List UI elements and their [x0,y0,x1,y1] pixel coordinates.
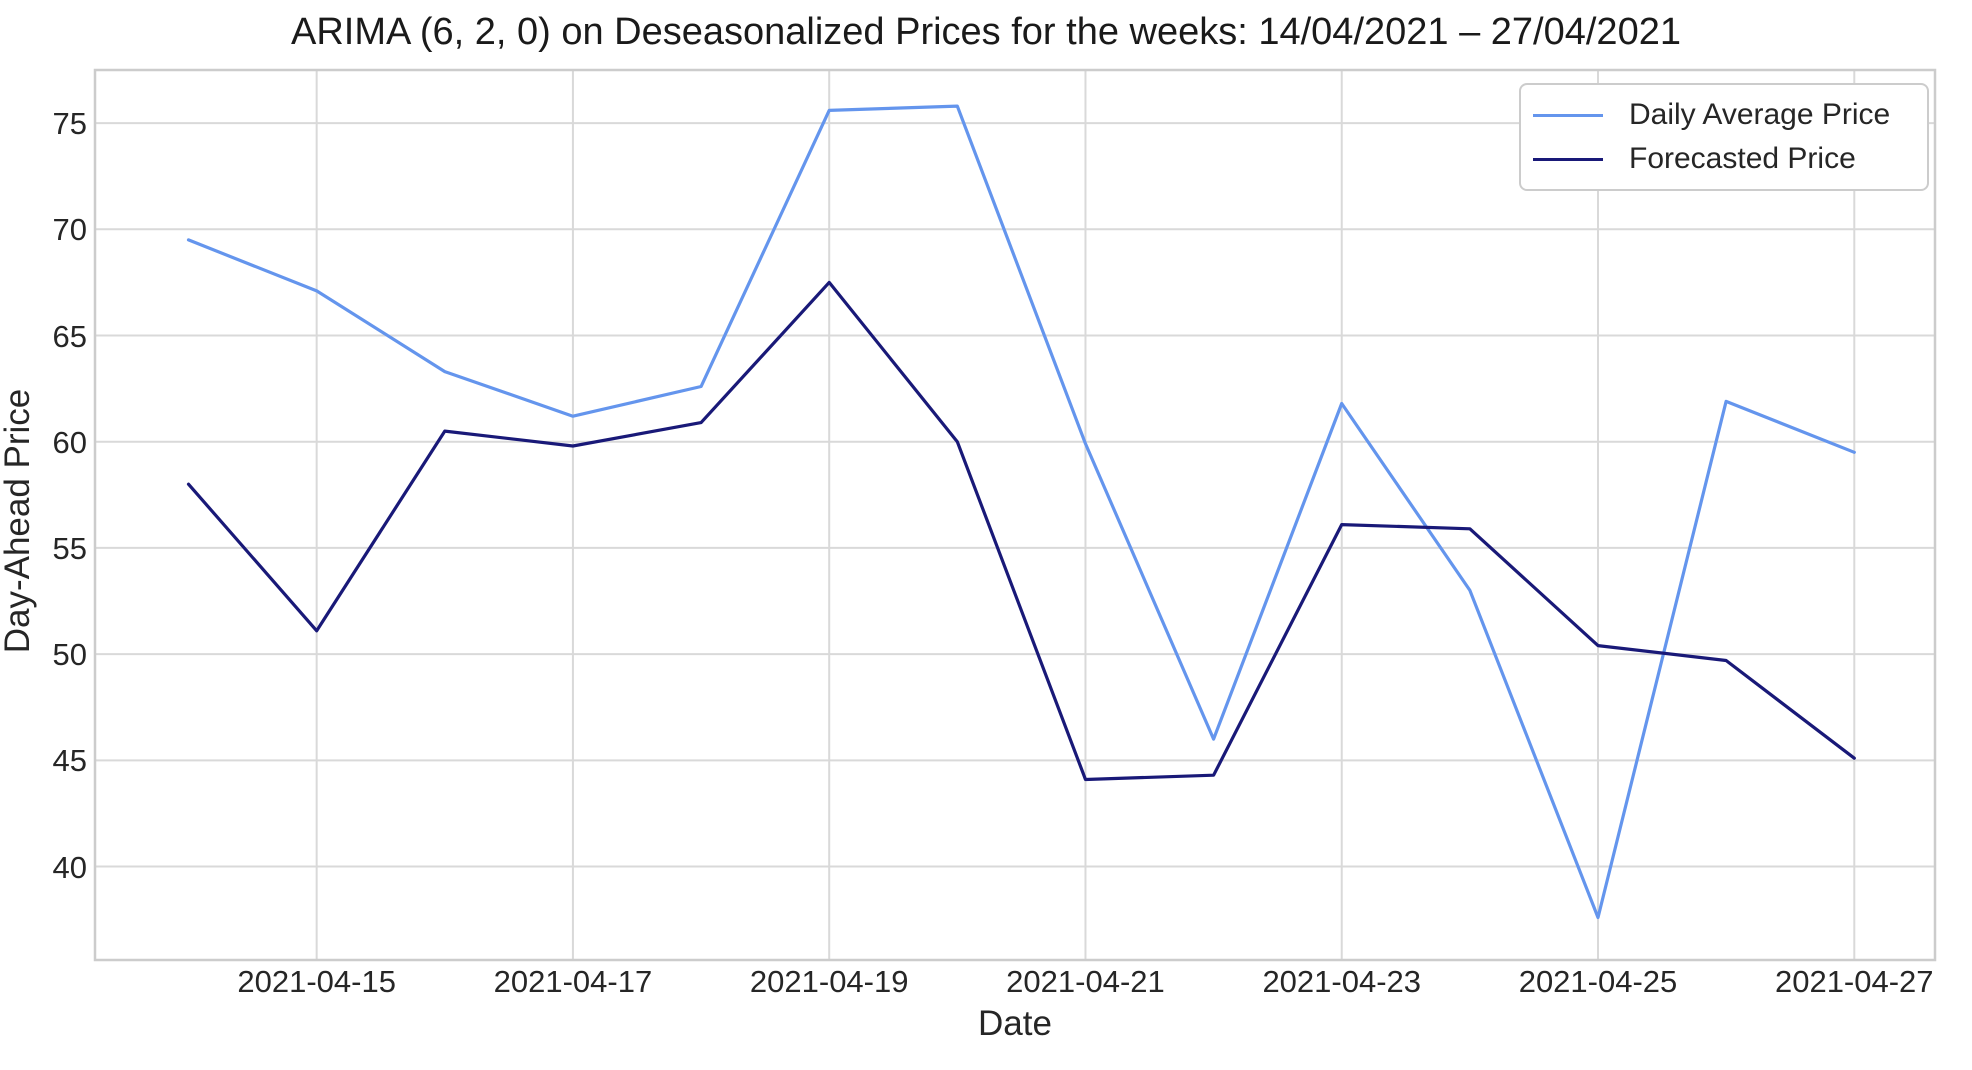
y-tick-label: 65 [52,318,87,354]
x-tick-label: 2021-04-15 [237,964,396,999]
plot-border [93,68,1937,962]
y-tick-label: 50 [52,637,87,673]
daily-average-line [186,104,1856,920]
x-tick-label: 2021-04-21 [1006,964,1165,999]
x-tick-label: 2021-04-25 [1518,964,1678,999]
x-tick-label: 2021-04-19 [749,964,909,999]
y-tick-label: 70 [52,212,87,248]
y-tick-label: 40 [52,849,87,885]
chart-title: ARIMA (6, 2, 0) on Deseasonalized Prices… [291,11,1681,53]
legend-label-forecast: Forecasted Price [1629,142,1856,175]
legend-label-daily: Daily Average Price [1629,98,1891,131]
daily-average-legend-line [1533,113,1603,117]
legend: Daily Average Price Forecasted Price [1519,83,1929,191]
legend-entry-daily: Daily Average Price [1521,93,1927,137]
legend-entry-forecast: Forecasted Price [1521,137,1927,181]
x-tick-label: 2021-04-27 [1774,964,1934,999]
y-tick-label: 55 [52,530,87,566]
y-tick-label: 75 [52,106,87,142]
forecasted-line [186,280,1856,782]
x-tick-label: 2021-04-23 [1262,964,1422,999]
x-tick-label: 2021-04-17 [493,964,653,999]
y-tick-label: 45 [52,743,87,779]
forecasted-legend-line [1533,157,1603,161]
x-axis-label: Date [978,1004,1052,1043]
y-tick-label: 60 [52,424,87,460]
y-axis-label: Day-Ahead Price [0,388,37,654]
